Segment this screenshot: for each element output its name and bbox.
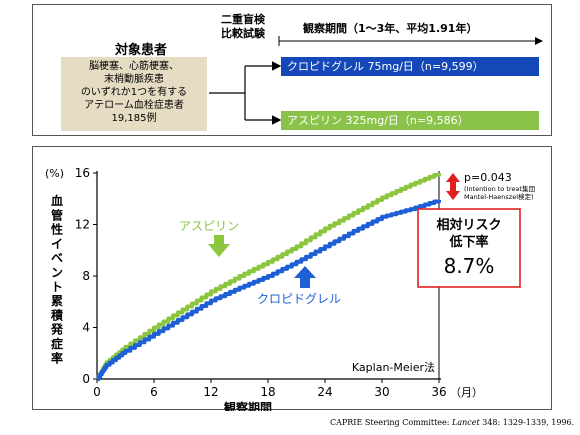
y-axis-title-char: ン [51,266,63,280]
patients-line: 脳梗塞、心筋梗塞、 [89,61,179,72]
difference-double-arrow [446,173,460,201]
x-tick-label: 36 [431,385,446,399]
trial-type-line: 二重盲検 [221,13,265,26]
y-axis-title-char: 血 [51,193,63,208]
y-tick-label: 16 [75,166,90,180]
clopidogrel-arm-box: クロピドグレル 75mg/日（n=9,599） [281,57,539,76]
citation: CAPRIE Steering Committee: Lancet 348: 1… [330,418,574,427]
y-axis-title-char: 発 [50,322,64,337]
study-design-panel: 対象患者 脳梗塞、心筋梗塞、 末梢動脈疾患 のいずれか1つを有する アテローム血… [32,4,552,136]
x-tick-label: 30 [374,385,389,399]
aspirin-series-label: アスピリン [179,219,239,233]
patients-line: 末梢動脈疾患 [104,74,164,85]
y-axis-title-char: ト [51,280,63,294]
patients-title: 対象患者 [115,43,168,58]
y-tick-label: 0 [82,372,90,386]
p-value-note: (Intention to treat集団 [464,184,535,193]
citation-journal: Lancet [452,418,480,427]
aspirin-series-line [96,172,441,381]
rrr-title-line: 相対リスク [436,217,501,233]
x-tick-label: 12 [203,385,218,399]
y-axis-title-char: 率 [51,350,63,365]
p-value-note: Mantel-Haenszel検定) [464,192,534,201]
trial-type-label: 二重盲検 比較試験 [221,13,265,41]
patients-line: アテローム血栓症患者 [84,100,184,111]
y-axis-title-char: 性 [50,222,63,237]
aspirin-arm-box: アスピリン 325mg/日（n=9,586） [281,111,539,130]
clopidogrel-series-line [96,199,441,381]
y-axis-title-char: 症 [51,336,63,351]
km-chart: 0 4 8 12 16 0 6 12 18 24 30 36 （月） (%) 観察期間 血管性イベント累積発症… [45,166,535,411]
y-tick-label: 12 [75,218,90,232]
x-unit-label: （月） [450,386,483,399]
aspirin-arrow [208,235,230,257]
x-tick-label: 24 [317,385,332,399]
p-value: p=0.043 [464,171,512,184]
patients-count: 19,185例 [111,113,157,124]
clopidogrel-arrow [294,266,316,288]
citation-details: 348: 1329-1339, 1996. [479,418,575,427]
citation-authors: CAPRIE Steering Committee: [330,418,453,427]
clopidogrel-series-label: クロピドグレル [257,292,341,306]
y-axis-title-char: 累 [51,294,63,308]
patients-line: のいずれか1つを有する [80,87,188,98]
observation-period-label: 観察期間（1～3年、平均1.91年） [303,22,478,35]
rrr-value: 8.7% [444,254,495,278]
rrr-box [417,208,521,288]
x-axis-title: 観察期間 [224,400,272,411]
y-axis-title-char: 積 [50,307,64,322]
y-axis-title-char: 管 [51,207,63,222]
trial-type-line: 比較試験 [221,27,265,40]
y-tick-label: 8 [82,269,90,283]
method-label: Kaplan-Meier法 [352,360,435,374]
rrr-title-line: 低下率 [448,234,488,250]
y-axis-title-char: ベ [51,251,63,265]
y-unit-label: (%) [45,167,64,180]
y-axis-title-char: イ [51,237,63,251]
patients-box: 脳梗塞、心筋梗塞、 末梢動脈疾患 のいずれか1つを有する アテローム血栓症患者 … [61,57,207,131]
km-chart-panel: 0 4 8 12 16 0 6 12 18 24 30 36 （月） (%) 観察期間 血管性イベント累積発症… [32,146,552,411]
x-tick-label: 6 [150,385,158,399]
x-tick-label: 0 [93,385,101,399]
x-tick-label: 18 [260,385,275,399]
y-tick-label: 4 [82,321,90,335]
